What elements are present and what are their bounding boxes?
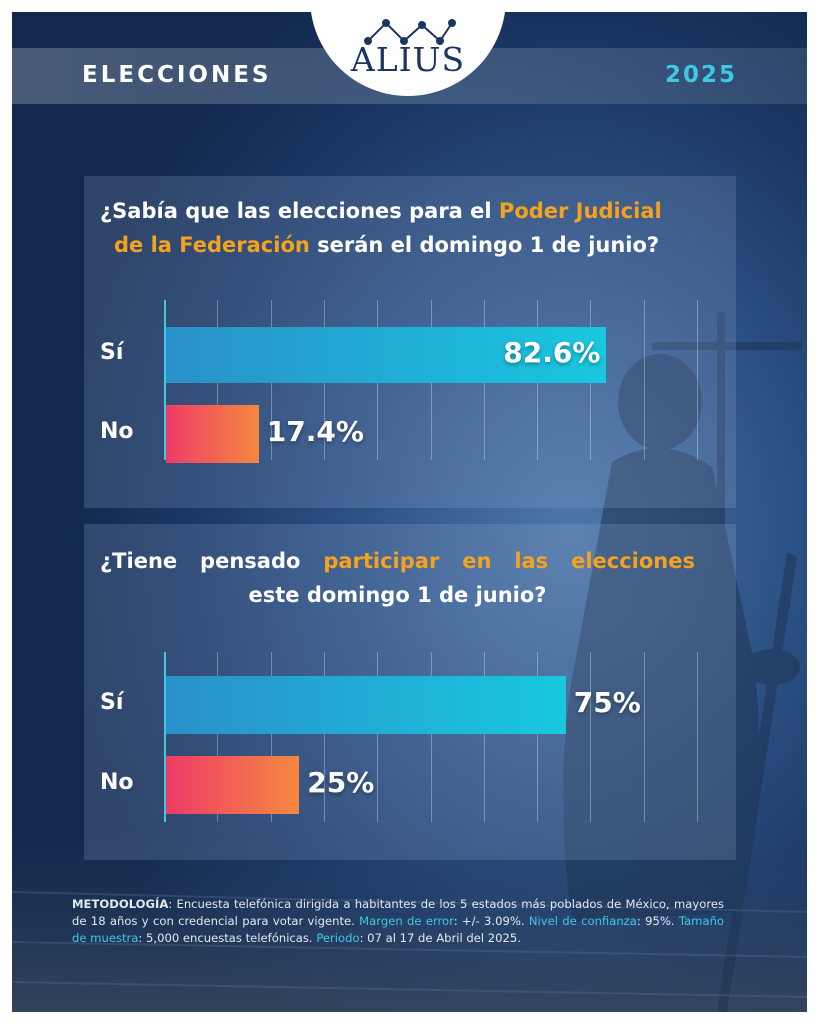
methodology-label: METODOLOGÍA xyxy=(72,897,169,911)
grid-line xyxy=(643,300,645,460)
question-2: ¿Tiene pensado participar en las eleccio… xyxy=(100,544,695,612)
logo-network-icon xyxy=(364,19,456,45)
grid-line xyxy=(697,652,698,822)
value-label: 75% xyxy=(573,686,641,719)
grid-line xyxy=(217,652,219,822)
question-1-text-end: serán el domingo 1 de junio? xyxy=(309,233,660,257)
question-2-text-end: este domingo 1 de junio? xyxy=(248,583,547,607)
margin-error-value: : +/- 3.09%. xyxy=(453,914,529,928)
category-label: No xyxy=(100,770,134,795)
bar-chart-1: Sí 82.6% No 17.4% xyxy=(100,300,700,463)
category-label: Sí xyxy=(100,690,124,715)
grid-line xyxy=(697,300,698,460)
value-label: 17.4% xyxy=(266,415,364,448)
category-label: Sí xyxy=(100,340,124,365)
bar-si xyxy=(166,327,607,383)
grid-line xyxy=(537,652,539,822)
sample-size-label: Tamaño de muestra xyxy=(72,914,725,945)
grid-line xyxy=(590,652,592,822)
infographic-background: ELECCIONES 2025 ALIUS xyxy=(12,12,807,1012)
methodology-text: : Encuesta telefónica dirigida a habitan… xyxy=(72,897,724,928)
y-axis-line xyxy=(164,652,166,822)
bar-no xyxy=(166,756,300,814)
grid-line xyxy=(270,652,272,822)
logo-text: ALIUS xyxy=(350,40,466,79)
bar-si xyxy=(166,676,566,734)
header-year: 2025 xyxy=(664,62,737,88)
grid-line xyxy=(377,652,379,822)
confidence-label: Nivel de confianza xyxy=(528,914,637,928)
grid-line xyxy=(323,652,325,822)
bar-no xyxy=(166,405,259,463)
question-1-highlight-a: Poder Judicial xyxy=(498,199,662,223)
question-2-highlight: participar en las elecciones xyxy=(323,549,695,573)
value-label: 82.6% xyxy=(503,336,601,369)
value-label: 25% xyxy=(307,766,375,799)
category-label: No xyxy=(100,419,134,444)
period-value: : 07 al 17 de Abril del 2025. xyxy=(359,931,521,945)
sample-size-value: : 5,000 encuestas telefónicas. xyxy=(138,931,317,945)
question-2-text: ¿Tiene pensado xyxy=(100,549,324,573)
question-1-text: ¿Sabía que las elecciones para el xyxy=(100,199,499,223)
header-title: ELECCIONES xyxy=(82,62,272,88)
question-1: ¿Sabía que las elecciones para el Poder … xyxy=(100,194,695,262)
confidence-value: : 95%. xyxy=(636,914,679,928)
lady-justice-background-image xyxy=(12,312,807,1012)
question-1-highlight-b: de la Federación xyxy=(114,233,310,257)
grid-line xyxy=(643,652,645,822)
grid-line xyxy=(483,652,485,822)
bar-chart-2: Sí 75% No 25% xyxy=(100,652,700,822)
period-label: Periodo xyxy=(316,931,360,945)
grid-line xyxy=(430,652,432,822)
y-axis-line xyxy=(164,300,166,460)
margin-error-label: Margen de error xyxy=(359,914,454,928)
methodology-note: METODOLOGÍA: Encuesta telefónica dirigid… xyxy=(72,896,724,947)
